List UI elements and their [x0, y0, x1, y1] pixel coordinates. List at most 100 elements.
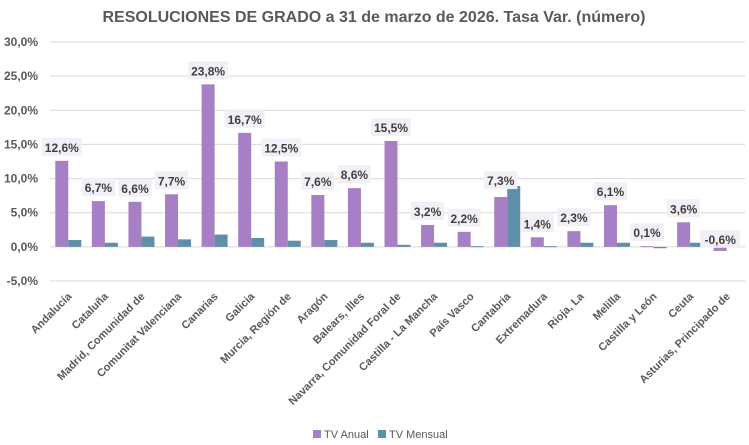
data-label: 6,1% [597, 185, 625, 199]
bar-tv-anual [640, 246, 654, 248]
bar-tv-mensual [178, 239, 192, 247]
bar-tv-mensual [68, 240, 82, 247]
data-label: 16,7% [228, 113, 262, 127]
bar-tv-anual [274, 161, 288, 247]
bar-tv-anual [567, 231, 581, 247]
bars [55, 84, 740, 251]
bar-tv-mensual [360, 242, 374, 247]
data-label: 2,2% [450, 212, 478, 226]
data-label: 3,2% [414, 205, 442, 219]
bar-tv-anual [384, 141, 398, 247]
x-tick-label: Andalucía [29, 290, 75, 336]
y-tick-label: -5,0% [7, 274, 39, 288]
data-label: 0,1% [633, 226, 661, 240]
legend-label-tv-mensual: TV Mensual [389, 429, 448, 441]
bar-tv-anual [55, 160, 69, 247]
y-axis: -5,0% 0,0% 5,0% 10,0% 15,0% 20,0% 25,0% 30,0% [4, 35, 38, 288]
bar-tv-mensual [616, 242, 630, 247]
data-label-background [557, 208, 591, 227]
data-label-background [301, 171, 335, 190]
bar-tv-anual [165, 194, 179, 247]
data-label-background [371, 118, 411, 137]
data-label-background [520, 214, 554, 233]
y-tick-label: 15,0% [4, 137, 38, 151]
bar-tv-anual [128, 201, 142, 247]
bar-tv-mensual [507, 186, 521, 247]
x-tick-label: Aragón [295, 290, 331, 326]
y-tick-label: 30,0% [4, 35, 38, 49]
bar-tv-mensual [251, 237, 265, 247]
data-label: 6,7% [85, 181, 113, 195]
x-tick-label: Rioja, La [546, 290, 588, 332]
bar-tv-mensual [470, 246, 484, 248]
data-label: 23,8% [191, 64, 225, 78]
data-labels: 12,6% 6,7% 6,6% 7,7% 23,8% 16,7% 12,5% 7,6% 8,6%… [41, 61, 741, 248]
data-label-background [81, 178, 115, 197]
data-label: 6,6% [121, 182, 149, 196]
legend-swatch-tv-anual [313, 430, 321, 438]
legend: TV Anual TV Mensual [313, 429, 448, 441]
bar-tv-anual [494, 197, 508, 247]
data-label: 1,4% [524, 217, 552, 231]
bar-tv-anual [311, 194, 325, 247]
bar-tv-anual [603, 205, 617, 247]
bar-tv-anual [91, 201, 105, 247]
data-label: 3,6% [670, 202, 698, 216]
bar-tv-anual [201, 84, 215, 247]
data-label-background [593, 182, 628, 201]
data-label-background [188, 61, 229, 80]
x-tick-label: Canarias [179, 291, 220, 332]
bar-tv-anual [713, 246, 727, 251]
data-label: 12,5% [264, 142, 298, 156]
bar-tv-mensual [690, 242, 704, 247]
y-tick-label: 25,0% [4, 69, 38, 83]
bar-tv-anual [530, 237, 544, 247]
data-label-background [410, 202, 445, 221]
data-label-background [41, 137, 82, 156]
bar-tv-mensual [104, 242, 118, 247]
x-tick-label: Melilla [591, 290, 624, 323]
bar-tv-mensual [141, 236, 155, 247]
bar-tv-mensual [434, 242, 448, 247]
data-label: 7,7% [158, 174, 186, 188]
data-label-background [700, 229, 741, 248]
bar-tv-mensual [214, 234, 228, 247]
data-label-background [118, 178, 152, 197]
data-label-background [484, 171, 518, 190]
legend-swatch-tv-mensual [378, 430, 386, 438]
bar-tv-anual [421, 225, 435, 247]
data-label: 2,3% [560, 211, 588, 225]
bar-tv-mensual [580, 242, 594, 247]
data-label-background [261, 138, 302, 157]
bar-tv-mensual [324, 240, 338, 247]
y-tick-label: 5,0% [11, 206, 39, 220]
data-label: 7,3% [487, 174, 515, 188]
x-tick-label: Galicia [223, 290, 258, 325]
bar-tv-mensual [287, 240, 301, 247]
data-label: 15,5% [374, 121, 408, 135]
x-tick-label: Ceuta [666, 290, 697, 321]
data-label: 8,6% [341, 168, 369, 182]
bar-tv-mensual [543, 246, 557, 248]
bar-tv-mensual [397, 244, 411, 247]
y-tick-label: 20,0% [4, 103, 38, 117]
bar-tv-anual [677, 222, 691, 247]
data-label-background [630, 223, 664, 242]
chart-title: RESOLUCIONES DE GRADO a 31 de marzo de 2… [103, 9, 646, 26]
bar-tv-mensual [653, 246, 667, 249]
bar-tv-anual [238, 132, 252, 247]
data-label-background [154, 171, 189, 190]
bar-tv-anual [457, 231, 471, 247]
data-label: -0,6% [705, 233, 737, 247]
data-label-background [337, 165, 372, 184]
y-tick-label: 0,0% [11, 240, 39, 254]
y-tick-label: 10,0% [4, 172, 38, 186]
bar-tv-anual [347, 188, 361, 247]
data-label-background [667, 199, 701, 218]
data-label: 12,6% [45, 141, 79, 155]
x-tick-label: Murcia, Región de [218, 291, 293, 366]
data-label: 7,6% [304, 175, 332, 189]
legend-label-tv-anual: TV Anual [324, 429, 369, 441]
data-label-background [447, 208, 481, 227]
